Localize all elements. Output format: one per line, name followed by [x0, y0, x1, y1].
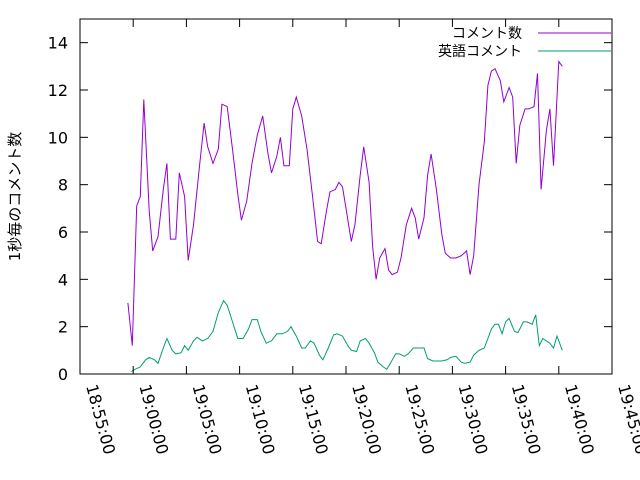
x-axis: 18:55:00 19:00:00 19:05:00 19:10:00 19:15:00… — [79, 19, 640, 456]
y-tick-label: 8 — [58, 176, 68, 195]
x-tick-label: 18:55:00 — [82, 382, 119, 456]
legend-label-1: コメント数 — [452, 26, 522, 42]
y-axis: 0 2 4 6 8 10 12 14 — [48, 34, 612, 384]
series-line-2 — [131, 299, 563, 373]
x-tick-label: 19:20:00 — [348, 382, 385, 456]
y-axis-title: 1秒毎のコメント数 — [6, 132, 24, 262]
plot-frame — [79, 18, 613, 375]
legend-label-2: 英語コメント — [438, 43, 522, 60]
x-tick-label: 19:30:00 — [455, 382, 492, 456]
y-tick-label: 4 — [58, 270, 68, 289]
x-tick-label: 19:00:00 — [135, 382, 172, 456]
y-tick-label: 6 — [58, 223, 68, 242]
y-tick-label: 14 — [48, 34, 68, 53]
x-tick-label: 19:35:00 — [508, 382, 545, 456]
x-tick-label: 19:25:00 — [401, 382, 438, 456]
y-tick-label: 0 — [58, 365, 68, 384]
x-tick-label: 19:45:00 — [614, 382, 640, 456]
y-tick-label: 12 — [48, 81, 68, 100]
x-tick-label: 19:40:00 — [561, 382, 598, 456]
x-tick-label: 19:10:00 — [242, 382, 279, 456]
x-tick-label: 19:05:00 — [189, 382, 226, 456]
x-tick-label: 19:15:00 — [295, 382, 332, 456]
y-tick-label: 10 — [48, 128, 68, 147]
y-tick-label: 2 — [58, 318, 68, 337]
plot-series — [127, 60, 563, 373]
series-line-1 — [127, 60, 563, 346]
